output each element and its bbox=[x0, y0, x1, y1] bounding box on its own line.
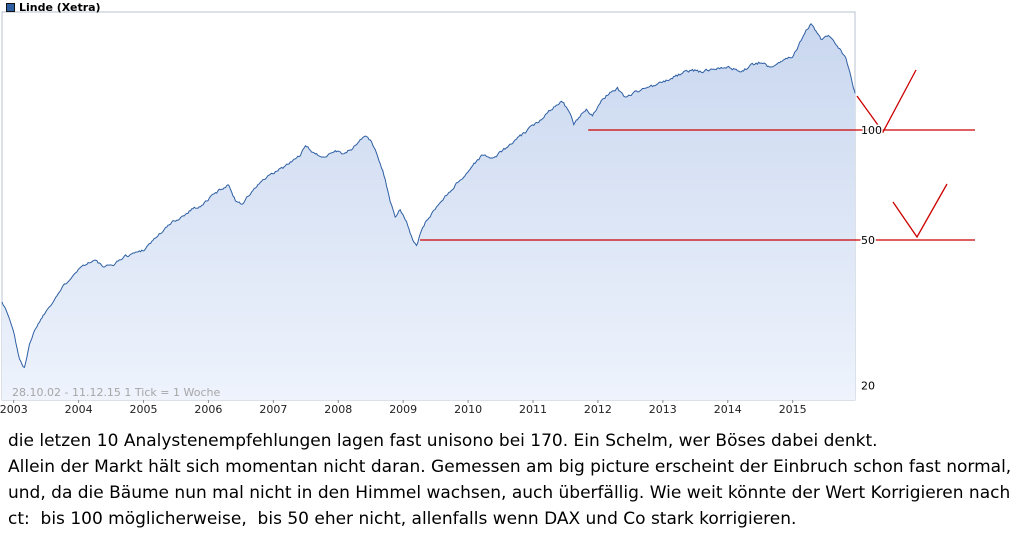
price-area bbox=[2, 23, 855, 401]
x-tick-label: 2010 bbox=[454, 403, 482, 416]
x-tick-label: 2011 bbox=[519, 403, 547, 416]
y-tick-label: 50 bbox=[861, 234, 875, 247]
price-chart: 2003 2004 2005 2006 2007 2008 2009 2010 2011 2012… bbox=[0, 11, 975, 416]
commentary-line: Allein der Markt hält sich momentan nich… bbox=[8, 457, 1012, 477]
y-tick-label: 20 bbox=[861, 379, 875, 392]
chart-panel: Linde (Xetra) 2003 2004 2005 2006 2007 2008 20… bbox=[0, 1, 975, 416]
x-tick-label: 2012 bbox=[584, 403, 612, 416]
y-tick-label: 100 bbox=[861, 124, 882, 137]
analyst-commentary: die letzen 10 Analystenempfehlungen lage… bbox=[8, 428, 1012, 532]
legend-swatch-icon bbox=[6, 3, 15, 12]
x-tick-label: 2015 bbox=[779, 403, 807, 416]
commentary-line: ct: bis 100 möglicherweise, bis 50 eher … bbox=[8, 509, 797, 529]
x-tick-label: 2003 bbox=[0, 403, 28, 416]
commentary-line: und, da die Bäume nun mal nicht in den H… bbox=[8, 483, 1011, 503]
arrow-to-50 bbox=[892, 183, 948, 239]
x-tick-label: 2014 bbox=[714, 403, 742, 416]
x-tick-label: 2006 bbox=[194, 403, 222, 416]
commentary-line: die letzen 10 Analystenempfehlungen lage… bbox=[8, 431, 878, 451]
chart-legend: Linde (Xetra) bbox=[6, 1, 101, 14]
arrow-to-100 bbox=[856, 69, 917, 134]
price-line bbox=[1, 23, 856, 368]
chart-range-note: 28.10.02 - 11.12.15 1 Tick = 1 Woche bbox=[12, 386, 220, 399]
x-tick-label: 2013 bbox=[649, 403, 677, 416]
x-tick-label: 2007 bbox=[259, 403, 287, 416]
legend-label: Linde (Xetra) bbox=[19, 1, 101, 14]
x-tick-label: 2009 bbox=[389, 403, 417, 416]
x-tick-label: 2005 bbox=[130, 403, 158, 416]
x-tick-label: 2004 bbox=[65, 403, 93, 416]
x-tick-label: 2008 bbox=[324, 403, 352, 416]
